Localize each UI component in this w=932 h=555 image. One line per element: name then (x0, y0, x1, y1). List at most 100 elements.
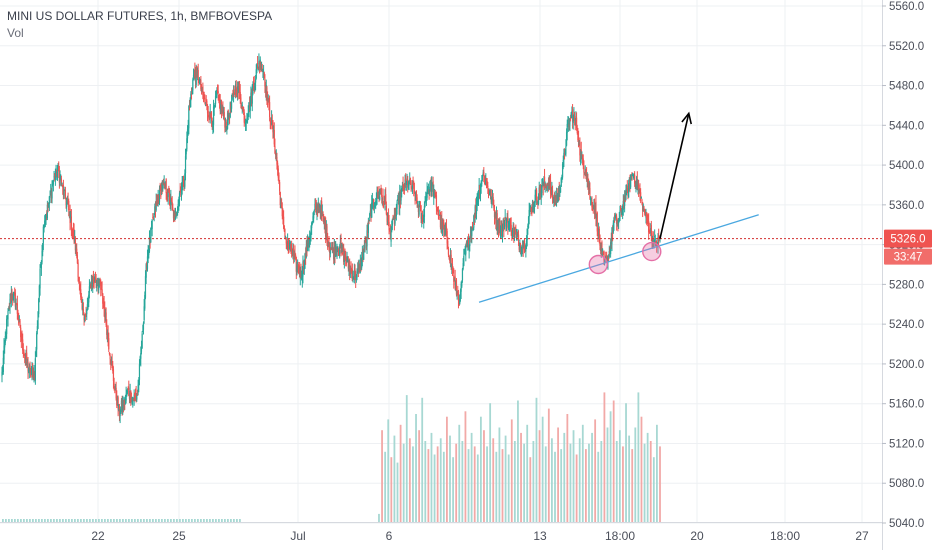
volume-bar (185, 519, 187, 522)
candle-body (548, 183, 550, 190)
candle-body (250, 92, 252, 101)
candle-body (253, 83, 255, 88)
candle-body (473, 216, 476, 219)
candle-body (242, 106, 244, 109)
candle-body (261, 68, 263, 71)
volume-bar (155, 519, 157, 522)
candle-body (626, 185, 628, 191)
candle-body (199, 79, 201, 81)
candle-body (216, 90, 219, 93)
candle-body (583, 172, 586, 174)
volume-bar (640, 416, 643, 522)
candle-body (279, 182, 281, 191)
candle-body (554, 197, 556, 205)
volume-bar (236, 519, 238, 522)
candle-body (596, 214, 598, 220)
volume-bar (498, 427, 501, 522)
volume-bar (439, 438, 442, 522)
candle-body (515, 228, 517, 233)
candle-body (463, 251, 466, 254)
candle-body (28, 370, 30, 372)
candle-body (354, 268, 356, 280)
volume-bar (56, 519, 58, 522)
candle-body (472, 228, 474, 231)
candle-body (291, 249, 293, 253)
y-tick-label: 5480.0 (889, 81, 924, 93)
candle-body (285, 236, 287, 238)
candle-body (230, 103, 232, 107)
volume-bar (182, 519, 184, 522)
candle-body (511, 231, 514, 236)
volume-bar (652, 457, 655, 522)
volume-bar (532, 441, 535, 522)
volume-bar (8, 519, 10, 522)
candle-body (10, 293, 12, 303)
candle-body (466, 242, 468, 245)
touch-marker (588, 254, 609, 275)
volume-bar (476, 454, 479, 522)
volume-bar (612, 400, 615, 522)
candle-body (455, 279, 458, 295)
candle-body (129, 390, 131, 400)
candle-body (529, 205, 532, 209)
candle-body (571, 110, 573, 116)
drawings[interactable] (0, 111, 882, 303)
candle-body (188, 106, 190, 129)
candle-body (212, 122, 214, 127)
candle-body (455, 282, 457, 286)
candle-body (182, 175, 185, 187)
candle-body (309, 236, 311, 238)
candle-body (429, 180, 432, 186)
candle-body (42, 243, 44, 252)
candle-body (269, 117, 271, 123)
candle-body (413, 183, 415, 189)
candle-body (307, 238, 309, 251)
candle-body (282, 214, 284, 219)
candle-body (49, 196, 51, 198)
candle-body (164, 183, 166, 188)
candle-body (130, 390, 132, 403)
candle-body (394, 214, 396, 224)
candle-body (608, 256, 610, 258)
candle-body (416, 197, 418, 204)
candle-body (423, 205, 426, 217)
candle-body (349, 266, 351, 274)
candle-body (176, 213, 178, 216)
candle-body (601, 241, 603, 250)
candle-body (246, 117, 249, 119)
candle-body (110, 360, 112, 365)
candle-body (113, 383, 115, 388)
candle-body (380, 189, 382, 194)
candle-body (371, 199, 373, 201)
candle-body (374, 203, 376, 205)
candle-body (491, 198, 493, 205)
volume-bar (520, 432, 522, 522)
candle-body (459, 291, 462, 295)
candle-body (5, 335, 7, 337)
candle-body (581, 155, 583, 160)
candle-body (183, 185, 185, 187)
candle-body (609, 252, 611, 254)
candle-body (208, 116, 210, 120)
candle-body (557, 194, 559, 203)
candle-body (267, 99, 269, 101)
candle-body (425, 199, 427, 201)
candle-body (121, 398, 123, 410)
candle-body (579, 151, 582, 158)
volume-bar (131, 519, 133, 522)
candle-body (481, 177, 484, 181)
volume-bar (44, 519, 46, 522)
candle-body (591, 208, 594, 211)
candle-body (533, 205, 536, 207)
candle-body (471, 227, 473, 236)
candle-body (112, 365, 114, 372)
volume-bar (649, 441, 652, 522)
candle-body (287, 241, 289, 248)
candle-body (569, 118, 571, 125)
candle-body (653, 239, 655, 244)
candle-body (4, 335, 6, 343)
candle-body (610, 240, 612, 242)
candle-body (210, 117, 213, 122)
